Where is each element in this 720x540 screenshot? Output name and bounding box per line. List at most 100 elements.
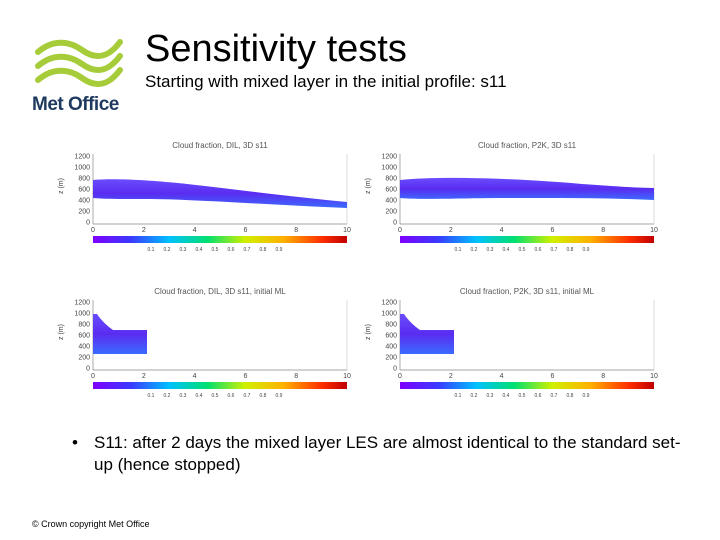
colorbar-tick-label: 0.2 <box>164 393 171 399</box>
bullet-item: • S11: after 2 days the mixed layer LES … <box>72 432 682 476</box>
panel-title: Cloud fraction, P2K, 3D s11, initial ML <box>460 287 595 296</box>
colorbar-tick-label: 0.2 <box>164 247 171 253</box>
colorbar-tick-label: 0.5 <box>212 393 219 399</box>
cloud-fraction-field <box>93 179 347 208</box>
y-tick-label: 400 <box>78 198 90 205</box>
panel-title: Cloud fraction, DIL, 3D s11, initial ML <box>154 287 286 296</box>
y-tick-label: 1000 <box>74 311 90 318</box>
x-tick-label: 4 <box>193 373 197 380</box>
x-tick-label: 6 <box>243 227 247 234</box>
colorbar-tick-label: 0.7 <box>551 247 558 253</box>
y-axis-label: z (m) <box>365 178 372 194</box>
colorbar-tick-label: 0.7 <box>551 393 558 399</box>
colorbar-tick-label: 0.6 <box>228 393 235 399</box>
y-tick-label: 1000 <box>381 165 397 172</box>
colorbar-tick-label: 0.6 <box>228 247 235 253</box>
cloud-fraction-field <box>400 314 454 354</box>
y-axis-label: z (m) <box>365 324 372 340</box>
y-tick-label: 0 <box>86 366 90 373</box>
y-axis-label: z (m) <box>58 324 65 340</box>
y-tick-label: 200 <box>385 209 397 216</box>
colorbar-tick-label: 0.7 <box>244 247 251 253</box>
colorbar-tick-label: 0.2 <box>471 247 478 253</box>
y-tick-label: 800 <box>78 322 90 329</box>
colorbar-tick-label: 0.4 <box>196 393 203 399</box>
colorbar-tick-label: 0.3 <box>180 393 187 399</box>
colorbar-tick-label: 0.9 <box>276 393 283 399</box>
x-tick-label: 10 <box>343 373 351 380</box>
x-tick-label: 8 <box>601 373 605 380</box>
x-tick-label: 8 <box>601 227 605 234</box>
colorbar-tick-label: 0.3 <box>487 247 494 253</box>
colorbar-tick-label: 0.8 <box>260 393 267 399</box>
logo-wordmark: Met Office <box>32 94 119 115</box>
copyright-footer: © Crown copyright Met Office <box>32 519 150 529</box>
colorbar-tick-label: 0.6 <box>535 247 542 253</box>
y-tick-label: 400 <box>385 198 397 205</box>
colorbar-tick-label: 0.4 <box>503 393 510 399</box>
cloud-fraction-field <box>400 177 654 200</box>
x-tick-label: 2 <box>142 373 146 380</box>
y-tick-label: 800 <box>385 322 397 329</box>
x-tick-label: 2 <box>449 373 453 380</box>
x-tick-label: 10 <box>343 227 351 234</box>
y-tick-label: 600 <box>385 333 397 340</box>
colorbar-tick-label: 0.6 <box>535 393 542 399</box>
page-subtitle: Starting with mixed layer in the initial… <box>145 72 507 91</box>
colorbar-tick-label: 0.3 <box>487 393 494 399</box>
colorbar <box>400 382 654 389</box>
y-tick-label: 0 <box>393 220 397 227</box>
y-tick-label: 200 <box>78 209 90 216</box>
x-tick-label: 6 <box>550 227 554 234</box>
y-axis-label: z (m) <box>58 178 65 194</box>
y-tick-label: 1000 <box>74 165 90 172</box>
y-tick-label: 400 <box>78 344 90 351</box>
x-tick-label: 10 <box>650 373 658 380</box>
plot-panel-3: Cloud fraction, DIL, 3D s11, initial ML z… <box>55 284 355 404</box>
x-tick-label: 8 <box>294 373 298 380</box>
y-tick-label: 0 <box>86 220 90 227</box>
y-tick-label: 600 <box>385 187 397 194</box>
x-tick-label: 2 <box>142 227 146 234</box>
x-tick-label: 6 <box>550 373 554 380</box>
colorbar-tick-label: 0.4 <box>503 247 510 253</box>
y-tick-label: 1000 <box>381 311 397 318</box>
colorbar-tick-label: 0.9 <box>583 393 590 399</box>
x-tick-label: 6 <box>243 373 247 380</box>
page-title: Sensitivity tests <box>145 28 407 70</box>
met-office-waves-icon <box>35 39 123 88</box>
x-tick-label: 4 <box>500 227 504 234</box>
colorbar-tick-label: 0.8 <box>567 247 574 253</box>
colorbar-tick-label: 0.4 <box>196 247 203 253</box>
plot-panel-1: Cloud fraction, DIL, 3D s11 z (m) 1200 1000… <box>55 138 355 258</box>
bullet-text: S11: after 2 days the mixed layer LES ar… <box>94 433 681 474</box>
cloud-fraction-field <box>93 314 147 354</box>
y-tick-label: 1200 <box>74 300 90 307</box>
colorbar-tick-label: 0.1 <box>148 247 155 253</box>
y-tick-label: 600 <box>78 187 90 194</box>
plot-panel-4: Cloud fraction, P2K, 3D s11, initial ML z… <box>362 284 662 404</box>
colorbar-tick-label: 0.1 <box>455 247 462 253</box>
colorbar-tick-label: 0.2 <box>471 393 478 399</box>
x-tick-label: 0 <box>91 373 95 380</box>
y-tick-label: 0 <box>393 366 397 373</box>
colorbar-tick-label: 0.1 <box>455 393 462 399</box>
x-tick-label: 0 <box>398 227 402 234</box>
colorbar-tick-label: 0.9 <box>583 247 590 253</box>
y-tick-label: 1200 <box>381 154 397 161</box>
panel-title: Cloud fraction, P2K, 3D s11 <box>478 141 577 150</box>
colorbar-tick-label: 0.3 <box>180 247 187 253</box>
colorbar-tick-label: 0.5 <box>212 247 219 253</box>
x-tick-label: 0 <box>398 373 402 380</box>
x-tick-label: 0 <box>91 227 95 234</box>
y-tick-label: 600 <box>78 333 90 340</box>
colorbar-tick-label: 0.8 <box>260 247 267 253</box>
colorbar-tick-label: 0.5 <box>519 247 526 253</box>
y-tick-label: 1200 <box>381 300 397 307</box>
y-tick-label: 200 <box>78 355 90 362</box>
y-tick-label: 800 <box>78 176 90 183</box>
colorbar-tick-label: 0.8 <box>567 393 574 399</box>
x-tick-label: 8 <box>294 227 298 234</box>
colorbar-tick-label: 0.7 <box>244 393 251 399</box>
colorbar <box>93 236 347 243</box>
